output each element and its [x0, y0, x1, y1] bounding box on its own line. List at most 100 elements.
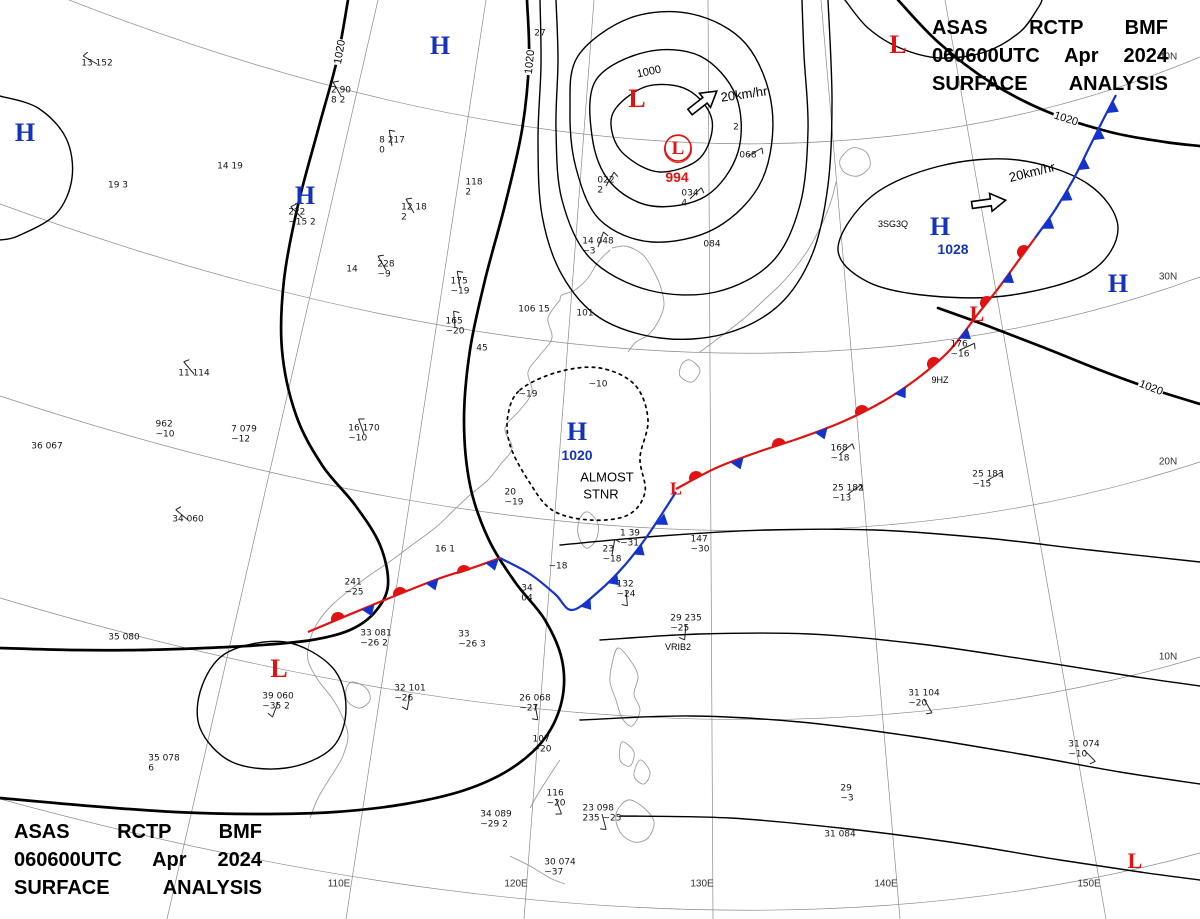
wind-barb [183, 361, 195, 375]
wind-barb-tick [405, 197, 412, 200]
wind-barb [175, 509, 189, 521]
cold-front-pip [1077, 157, 1090, 171]
low-center-ring [664, 134, 692, 162]
cold-front-pip [425, 578, 439, 591]
isobar [0, 95, 74, 241]
isobar [196, 640, 347, 770]
warm-front-line [307, 556, 501, 634]
warm-front-pip [855, 405, 869, 416]
cold-front-pip [632, 543, 645, 556]
wind-barb [605, 171, 615, 187]
wind-barb [611, 539, 616, 556]
cold-front-pip [607, 573, 620, 586]
cold-front-pip [894, 386, 906, 399]
longitude-line [944, 0, 1107, 919]
analysis-type: SURFACE ANALYSIS [14, 877, 262, 899]
wind-barb-tick [621, 603, 628, 607]
isobar [537, 0, 833, 341]
coastline [559, 249, 611, 301]
wind-barb [601, 813, 607, 830]
wind-barb-tick [175, 506, 182, 511]
wind-barb [597, 231, 604, 248]
isobar [559, 528, 1200, 563]
latitude-line [0, 395, 1200, 532]
isobar [0, 0, 566, 816]
wind-barb [82, 55, 98, 65]
analysis-type: SURFACE ANALYSIS [932, 73, 1168, 95]
wind-barb-tick [377, 254, 384, 257]
wind-barb-tick [332, 80, 339, 83]
coastline [678, 359, 701, 383]
wind-barb-tick [860, 484, 864, 491]
coastline [633, 759, 651, 785]
product-id: ASAS RCTP BMF [14, 821, 262, 843]
isobar [844, 0, 1043, 59]
wind-barb [358, 418, 365, 435]
chart-title-bottom-left: ASAS RCTP BMF 060600UTC Apr 2024 SURFACE… [14, 818, 262, 902]
wind-barb-tick [851, 443, 855, 450]
wind-barb-tick [267, 712, 273, 718]
warm-front-line [675, 314, 978, 490]
longitude-line [820, 0, 901, 919]
cold-front-pip [579, 597, 592, 610]
isobar [936, 306, 1200, 406]
wind-barb-tick [389, 129, 396, 132]
wind-barb-tick [401, 706, 408, 711]
isobar [555, 0, 809, 296]
wind-barb-tick [531, 718, 538, 721]
wind-barb-tick [974, 343, 976, 350]
latitude-line [68, 0, 1200, 145]
wind-barb-tick [600, 828, 607, 830]
longitude-line [345, 0, 487, 919]
chart-title-top-right: ASAS RCTP BMF 060600UTC Apr 2024 SURFACE… [932, 14, 1168, 98]
wind-barb [332, 81, 342, 97]
warm-front-pip [927, 357, 940, 369]
coastline [615, 799, 655, 843]
warm-front-pip [331, 612, 345, 622]
movement-arrow [686, 90, 719, 116]
movement-arrow [970, 192, 1008, 213]
wind-barb [1083, 749, 1096, 762]
wind-barb [923, 698, 933, 714]
wind-barb-tick [926, 712, 933, 715]
warm-front-pip [772, 438, 786, 448]
cold-front-pip [1060, 189, 1073, 201]
coastline [609, 647, 641, 727]
wind-barb-tick [82, 51, 89, 57]
cold-front-pip [1041, 217, 1055, 229]
wind-barb-tick [678, 636, 685, 641]
cold-front-pip [361, 604, 375, 617]
wind-barb [388, 130, 393, 147]
isobar [599, 632, 1200, 687]
wind-barb-tick [700, 187, 705, 194]
cold-front-pip [655, 513, 669, 525]
wind-barb-tick [1001, 471, 1004, 478]
isobar [610, 83, 714, 173]
wind-barb [453, 311, 456, 328]
product-id: ASAS RCTP BMF [932, 17, 1168, 39]
wind-barb [406, 693, 411, 710]
coastline [618, 741, 635, 767]
isobar [589, 48, 742, 208]
wind-barb [405, 198, 415, 214]
coastline [577, 511, 599, 549]
longitude-line [166, 0, 379, 919]
wind-barb [534, 703, 539, 720]
wind-barb-tick [761, 147, 764, 154]
isobar [579, 715, 1200, 785]
longitude-line [707, 0, 714, 919]
wind-barb [839, 443, 853, 455]
coastline [307, 299, 561, 819]
coastline [611, 245, 665, 353]
wind-barb-tick [183, 359, 190, 363]
wind-barb [689, 187, 702, 200]
warm-front-pip [457, 565, 471, 575]
wind-barb [456, 271, 461, 288]
cold-front-pip [814, 427, 828, 440]
wind-barb [684, 623, 687, 640]
coastline [345, 681, 371, 709]
wind-barb-tick [290, 203, 297, 208]
coastline [509, 855, 566, 885]
